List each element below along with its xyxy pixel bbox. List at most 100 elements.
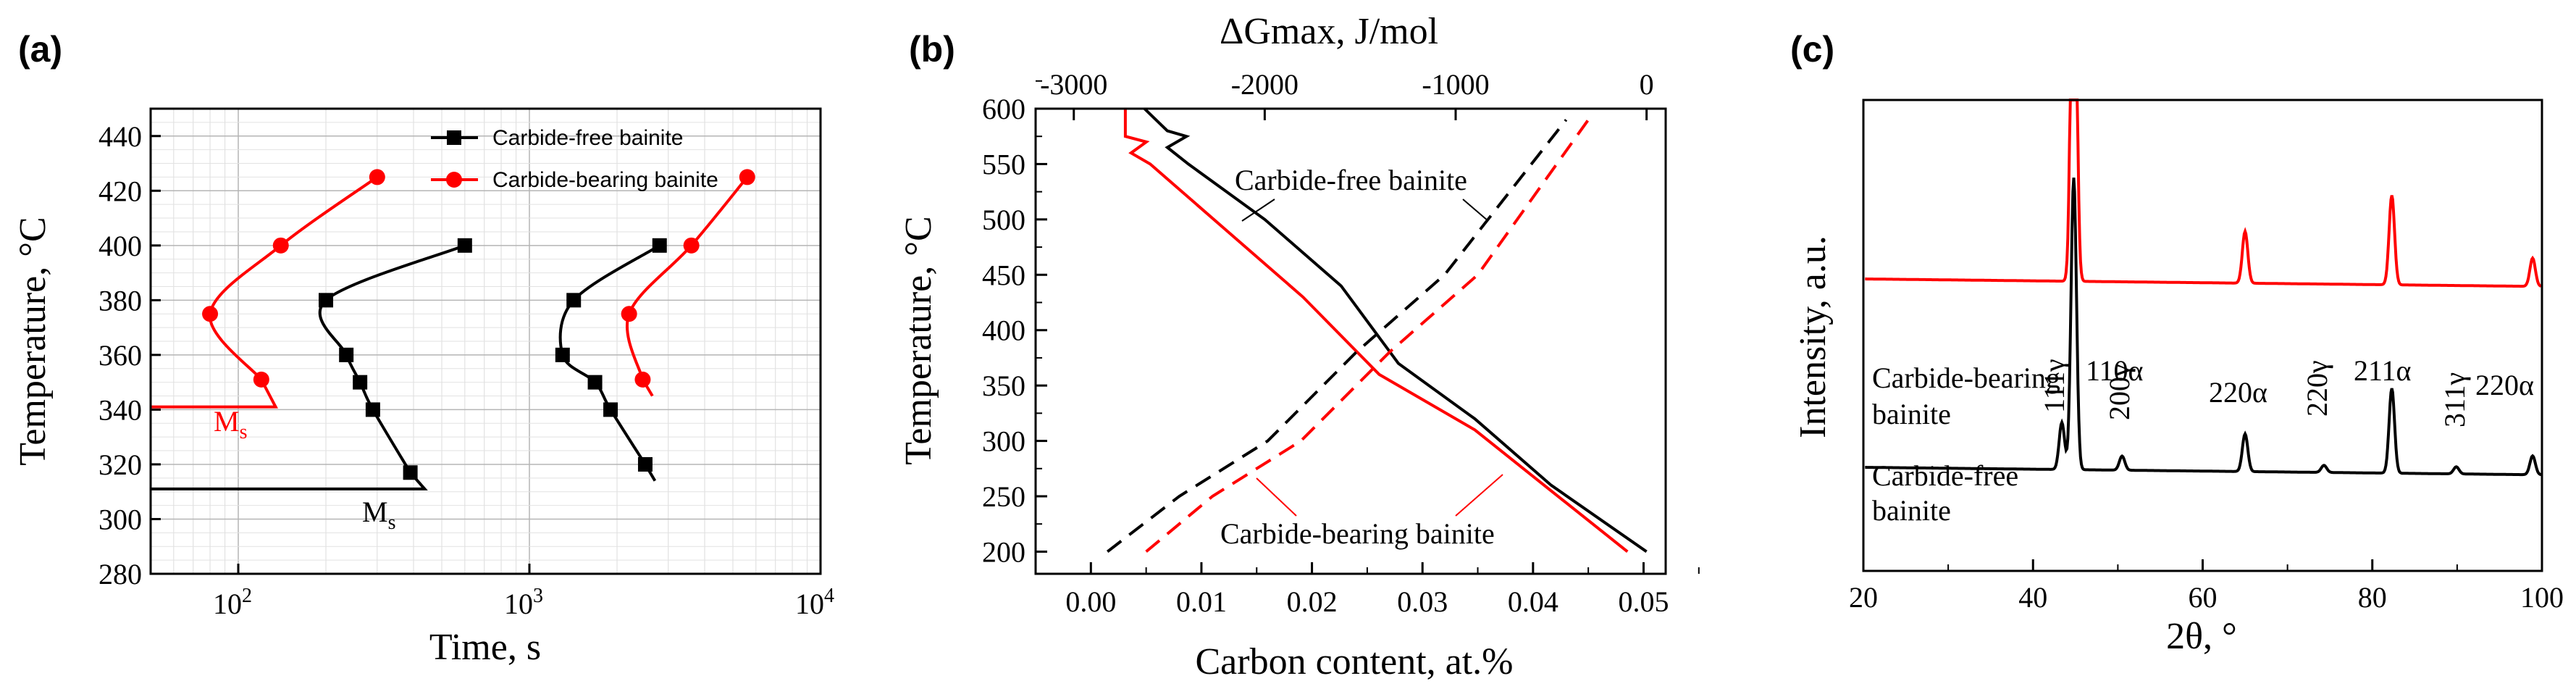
peak-label-220a: 220α — [2209, 376, 2267, 409]
marker-square — [365, 402, 380, 417]
panel-b-annotation-carbide-bearing: Carbide-bearing bainite — [1220, 517, 1495, 550]
legend-label-carbide-bearing: Carbide-bearing bainite — [492, 168, 718, 192]
x-tick-label: 20 — [1849, 581, 1878, 614]
peak-label-311g: 311γ — [2438, 372, 2471, 427]
y-tick-label: 440 — [98, 120, 142, 153]
y-tick-label: 350 — [982, 369, 1025, 402]
panel-b-series — [1106, 107, 1648, 554]
x-tick-label: 0.04 — [1508, 585, 1558, 618]
marker-circle — [621, 306, 637, 322]
y-tick-label: 300 — [98, 503, 142, 535]
peak-label-211a: 211α — [2354, 354, 2412, 387]
y-tick-label: 400 — [982, 314, 1025, 347]
marker-square — [339, 347, 354, 362]
xrd-pattern — [1865, 99, 2542, 288]
y-tick-label: 200 — [982, 535, 1025, 568]
panel-b-x2-title: ΔGmax, J/mol — [1220, 11, 1438, 52]
panel-a-ms-black-sub: s — [388, 511, 396, 534]
y-tick-label: 250 — [982, 480, 1025, 513]
panel-c-series — [1865, 99, 2542, 477]
panel-a-ms-red-main: M — [214, 405, 240, 438]
panel-a-legend: Carbide-free bainite Carbide-bearing bai… — [431, 126, 718, 192]
y-tick-label: 380 — [98, 284, 142, 317]
x-tick-base: 10 — [504, 588, 533, 620]
panel-a-ms-black-main: M — [362, 496, 388, 528]
series-line — [1123, 109, 1629, 553]
panel-b-frame — [1034, 107, 1667, 575]
x-tick-label: 60 — [2189, 581, 2218, 614]
panel-c-label: (c) — [1790, 29, 1834, 70]
marker-circle — [634, 371, 651, 388]
marker-circle — [272, 237, 289, 254]
x-tick-label: 0.00 — [1065, 585, 1116, 618]
panel-b-arrow-carbide-free-dashed — [1462, 199, 1489, 222]
peak-label-110a: 110α — [2086, 354, 2144, 387]
series-line — [1143, 107, 1648, 554]
curve-finish — [558, 244, 660, 482]
panel-c-label-carbide-bearing-2: bainite — [1872, 398, 1951, 430]
marker-circle — [369, 169, 385, 185]
legend-marker-circle — [446, 172, 462, 188]
panel-a-x-title: Time, s — [429, 627, 541, 668]
peak-label-111g: 111γ — [2038, 359, 2071, 413]
panel-a-series — [151, 169, 755, 490]
y-tick-label: 600 — [982, 93, 1025, 125]
x-tick-exp: 2 — [242, 585, 252, 607]
y-tick-label: 340 — [98, 393, 142, 426]
x-tick-label: 40 — [2018, 581, 2047, 614]
marker-square — [319, 293, 334, 308]
curve-start — [151, 175, 378, 409]
y-tick-label: 400 — [98, 230, 142, 262]
x2-tick-label: -1000 — [1422, 68, 1489, 101]
x-tick-label: 80 — [2358, 581, 2387, 614]
panel-b: (b) ΔGmax, J/mol 0.00 0.01 0.02 0.03 0.04 0.0… — [898, 11, 1700, 682]
x-tick-base: 10 — [795, 588, 824, 620]
curve-start — [151, 243, 466, 490]
panel-c-x-title: 2θ, ° — [2166, 616, 2237, 657]
x-tick-label: 104 — [795, 585, 834, 620]
x-tick-label: 0.03 — [1397, 585, 1448, 618]
marker-circle — [739, 169, 755, 185]
panel-c-label-carbide-free-1: Carbide-free — [1872, 459, 2018, 492]
marker-square — [587, 375, 603, 390]
peak-label-220a-2: 220α — [2475, 369, 2534, 401]
x-tick-base: 10 — [213, 588, 242, 620]
marker-square — [566, 293, 582, 308]
panel-c-label-carbide-free-2: bainite — [1872, 494, 1951, 527]
x-tick-label: 102 — [213, 585, 252, 620]
panel-a-ms-red-sub: s — [240, 421, 248, 443]
x2-tick-label: 0 — [1640, 68, 1654, 101]
y-tick-label: 320 — [98, 448, 142, 481]
marker-square — [353, 375, 368, 390]
panel-b-ticks: 0.00 0.01 0.02 0.03 0.04 0.05 -3000 -2000 -1000 0… — [982, 68, 1700, 618]
x-tick-label: 100 — [2520, 581, 2564, 614]
y-tick-label: 550 — [982, 148, 1025, 180]
panel-b-arrow-carbide-bearing-dashed — [1256, 477, 1297, 517]
panel-b-label: (b) — [909, 29, 955, 70]
y-tick-label: 280 — [98, 558, 142, 590]
xrd-pattern — [1865, 178, 2542, 477]
legend-marker-square — [447, 130, 461, 145]
y-tick-label: 450 — [982, 259, 1025, 291]
marker-circle — [202, 306, 219, 322]
panel-b-y-title: Temperature, °C — [898, 216, 939, 464]
panel-b-arrow-carbide-free-solid — [1241, 199, 1275, 222]
panel-b-annotation-carbide-free: Carbide-free bainite — [1235, 164, 1467, 196]
panel-c-label-carbide-bearing-1: Carbide-bearing — [1872, 362, 2060, 394]
x-tick-exp: 4 — [824, 585, 834, 607]
panel-a-frame — [149, 107, 822, 575]
marker-circle — [253, 371, 269, 388]
x-tick-label: 0.01 — [1176, 585, 1227, 618]
panel-b-x-title: Carbon content, at.% — [1196, 641, 1514, 682]
y-tick-label: 300 — [982, 425, 1025, 458]
panel-c-frame — [1862, 99, 2543, 572]
marker-square — [652, 238, 667, 253]
marker-square — [637, 456, 653, 472]
marker-square — [603, 402, 618, 417]
panel-a-ms-black: Ms — [362, 496, 395, 534]
x2-tick-label: -3000 — [1040, 68, 1107, 101]
panel-c-ticks: 20 40 60 80 100 — [1849, 559, 2564, 614]
curve-finish — [625, 176, 749, 397]
